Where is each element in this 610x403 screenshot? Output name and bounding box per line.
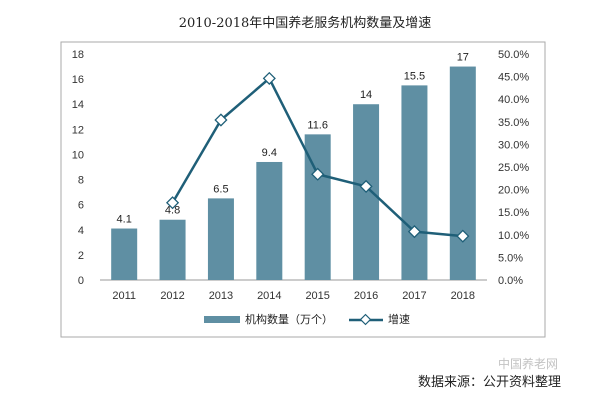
y-left-tick-label: 16	[72, 74, 84, 86]
bar	[256, 161, 283, 280]
growth-line-series	[165, 71, 470, 243]
growth-point	[407, 225, 422, 239]
legend-line-marker	[359, 313, 372, 326]
legend: 机构数量（万个） 增速	[204, 312, 410, 326]
y-left-tick-label: 8	[78, 175, 84, 187]
source-note: 数据来源：公开资料整理	[418, 375, 562, 390]
y-right-tick-label: 45.0%	[498, 72, 529, 84]
x-tick-label: 2012	[160, 290, 184, 302]
bar	[401, 85, 428, 280]
x-tick-label: 2018	[451, 290, 475, 302]
y-right-tick-label: 40.0%	[498, 94, 529, 106]
y-right-tick-label: 35.0%	[498, 117, 529, 129]
bar-data-label: 4.1	[117, 214, 132, 226]
bar-data-labels: 4.1 4.8 6.5 9.4 11.6 14 15.5 17	[117, 52, 469, 226]
bar	[111, 228, 138, 280]
y-right-tick-label: 50.0%	[498, 49, 529, 61]
bar	[159, 219, 186, 280]
bar-data-label: 17	[457, 52, 469, 64]
growth-point	[311, 167, 325, 181]
y-axis-left: 0 2 4 6 8 10 12 14 16 18	[72, 49, 84, 287]
y-left-tick-label: 2	[78, 250, 84, 262]
chart-frame	[60, 41, 546, 338]
bar-data-label: 6.5	[213, 183, 228, 195]
y-right-tick-label: 5.0%	[498, 252, 523, 264]
y-right-tick-label: 20.0%	[498, 185, 529, 197]
y-left-tick-label: 12	[72, 124, 84, 136]
legend-bar-label: 机构数量（万个）	[245, 312, 333, 326]
y-left-tick-label: 6	[78, 200, 84, 212]
x-tick-label: 2013	[209, 290, 233, 302]
x-tick-label: 2014	[257, 290, 281, 302]
bar-data-label: 4.8	[165, 205, 180, 217]
x-axis: 2011 2012 2013 2014 2015 2016 2017 2018	[112, 290, 475, 302]
bar-series	[111, 66, 476, 280]
legend-line-label: 增速	[388, 312, 410, 326]
x-tick-label: 2016	[354, 290, 378, 302]
y-right-tick-label: 0.0%	[498, 275, 523, 287]
bar-data-label: 9.4	[262, 147, 277, 159]
growth-point	[262, 71, 276, 85]
bar	[449, 66, 476, 280]
y-left-tick-label: 14	[72, 99, 84, 111]
y-left-tick-label: 18	[72, 49, 84, 61]
growth-point	[214, 113, 228, 127]
y-right-tick-label: 30.0%	[498, 139, 529, 151]
x-tick-label: 2017	[402, 290, 426, 302]
bar-data-label: 11.6	[307, 119, 328, 131]
bar-data-label: 15.5	[404, 70, 425, 82]
chart-title: 2010-2018年中国养老服务机构数量及增速	[179, 15, 432, 31]
legend-bar-swatch	[204, 316, 240, 323]
growth-point	[165, 196, 180, 210]
y-right-tick-label: 25.0%	[498, 162, 529, 174]
y-right-tick-label: 15.0%	[498, 207, 529, 219]
y-left-tick-label: 4	[78, 225, 84, 237]
y-left-tick-label: 10	[72, 149, 84, 161]
y-left-tick-label: 0	[78, 275, 84, 287]
x-tick-label: 2011	[112, 290, 136, 302]
y-right-tick-label: 10.0%	[498, 230, 529, 242]
x-tick-label: 2015	[305, 290, 329, 302]
growth-point	[359, 179, 373, 194]
bar-data-label: 14	[360, 89, 372, 101]
watermark: 中国养老网	[498, 357, 559, 371]
bar	[207, 198, 234, 280]
growth-point	[456, 229, 470, 243]
y-axis-right: 0.0% 5.0% 10.0% 15.0% 20.0% 25.0% 30.0% 35.0% 40…	[498, 49, 529, 287]
